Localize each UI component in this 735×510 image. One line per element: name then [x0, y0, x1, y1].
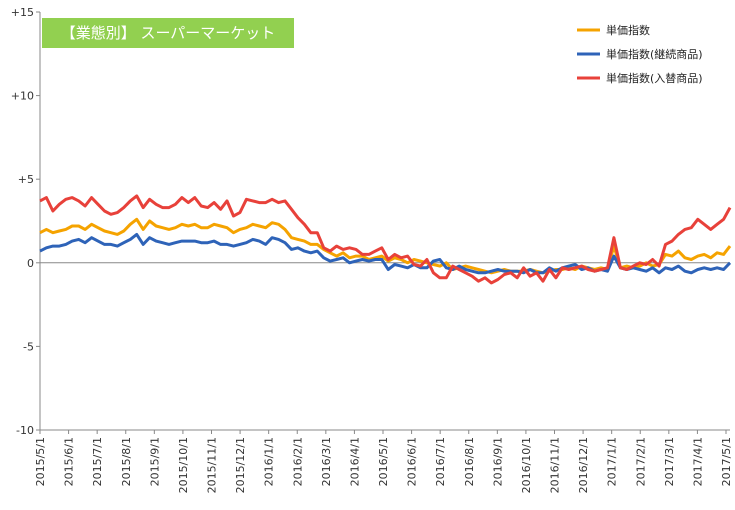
x-tick-label: 2015/10/1 — [177, 437, 190, 493]
x-tick-label: 2016/7/1 — [434, 437, 447, 486]
x-tick-label: 2015/8/1 — [120, 437, 133, 486]
legend-label-3: 単価指数(入替商品) — [606, 71, 703, 85]
y-tick-label: +10 — [11, 90, 34, 103]
x-tick-label: 2016/9/1 — [491, 437, 504, 486]
x-tick-label: 2016/4/1 — [348, 437, 361, 486]
legend-label-1: 単価指数 — [606, 23, 650, 37]
x-tick-label: 2016/12/1 — [577, 437, 590, 493]
y-axis: +15 +10 +5 0 -5 -10 — [11, 6, 41, 437]
x-tick-label: 2016/5/1 — [377, 437, 390, 486]
x-tick-label: 2016/1/1 — [263, 437, 276, 486]
y-tick-label: +5 — [18, 173, 34, 186]
series-lines — [39, 194, 732, 285]
x-tick-label: 2017/4/1 — [691, 437, 704, 486]
y-tick-label: +15 — [11, 6, 34, 19]
series-line-3 — [39, 194, 732, 285]
x-tick-label: 2015/7/1 — [91, 437, 104, 486]
series-line-2 — [39, 232, 732, 275]
x-tick-label: 2016/6/1 — [406, 437, 419, 486]
x-axis: 2015/5/1 2015/6/1 2015/7/1 2015/8/1 2015/9/1… — [34, 262, 733, 493]
y-tick-label: 0 — [27, 257, 34, 270]
x-tick-label: 2016/10/1 — [520, 437, 533, 493]
x-tick-label: 2015/11/1 — [206, 437, 219, 493]
x-tick-label: 2017/3/1 — [663, 437, 676, 486]
x-tick-label: 2017/1/1 — [606, 437, 619, 486]
chart-title: 【業態別】 スーパーマーケット — [42, 18, 294, 48]
x-tick-label: 2015/6/1 — [63, 437, 76, 486]
legend-label-2: 単価指数(継続商品) — [606, 47, 703, 61]
y-tick-label: -5 — [23, 340, 34, 353]
x-tick-label: 2015/9/1 — [148, 437, 161, 486]
chart-title-background — [42, 18, 294, 48]
chart-title-text: 【業態別】 スーパーマーケット — [61, 24, 276, 42]
x-tick-label: 2016/11/1 — [549, 437, 562, 493]
y-tick-label: -10 — [16, 424, 34, 437]
x-tick-label: 2016/3/1 — [320, 437, 333, 486]
x-tick-label: 2017/5/1 — [720, 437, 733, 486]
x-tick-label: 2015/5/1 — [34, 437, 47, 486]
x-tick-label: 2016/8/1 — [463, 437, 476, 486]
x-tick-label: 2015/12/1 — [234, 437, 247, 493]
x-tick-label: 2017/2/1 — [634, 437, 647, 486]
x-tick-label: 2016/2/1 — [291, 437, 304, 486]
